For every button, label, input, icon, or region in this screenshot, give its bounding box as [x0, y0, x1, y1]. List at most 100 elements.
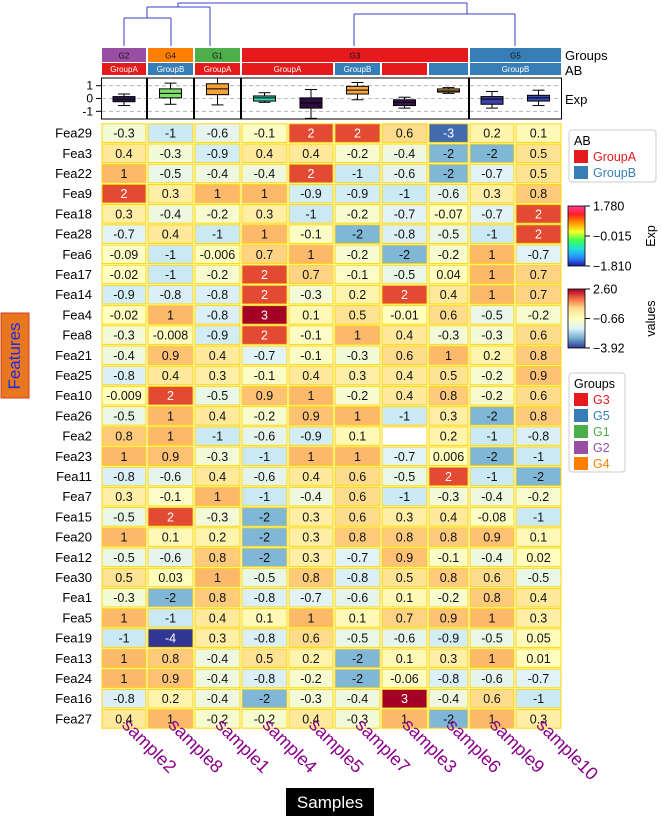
heatmap-cell: [381, 204, 428, 224]
heatmap-cell: [101, 284, 147, 305]
heatmap-cell: [428, 426, 469, 446]
heatmap-cell-value: 0.8: [115, 430, 132, 444]
exp-axis-tick-label: -1: [82, 104, 93, 118]
heatmap-cell-value: 2: [167, 389, 174, 403]
heatmap-cell: [334, 345, 381, 366]
heatmap-cell-value: 0.4: [302, 470, 319, 484]
heatmap-cell-value: -0.6: [254, 470, 276, 484]
heatmap-cell-value: -0.01: [390, 308, 419, 322]
legend-groups-entry: G5: [593, 409, 610, 423]
heatmap-cell-value: 0.4: [162, 369, 179, 383]
heatmap-cell-value: 1: [214, 490, 221, 504]
groups-track-label: Groups: [565, 48, 608, 63]
heatmap-cell: [428, 507, 469, 527]
heatmap-cell-value: 0.9: [302, 409, 319, 423]
heatmap-cell-value: 0.4: [209, 611, 226, 625]
ab-track-text: GroupA: [110, 65, 138, 74]
heatmap-cell: [469, 426, 515, 446]
heatmap-cell-value: -2: [352, 672, 363, 686]
heatmap-cell: [334, 325, 381, 345]
legend-groups-swatch: [574, 425, 588, 438]
row-label: Fea19: [55, 631, 92, 646]
heatmap-cell-value: 0.4: [209, 409, 226, 423]
heatmap-cell-value: 1: [121, 672, 128, 686]
heatmap-cell-value: 1: [308, 389, 315, 403]
heatmap-cell-value: -0.008: [153, 329, 188, 343]
heatmap-cell: [101, 305, 147, 325]
heatmap-cell-value: -0.2: [438, 248, 460, 262]
heatmap-cell-value: -0.06: [390, 672, 419, 686]
heatmap-cell-value: -1: [305, 207, 316, 221]
exp-axis-tick-label: 1: [86, 79, 93, 93]
heatmap-cell-value: 1: [489, 248, 496, 262]
heatmap-cell: [288, 648, 334, 669]
heatmap-cell: [334, 688, 381, 709]
heatmap-cell: [194, 365, 241, 386]
heatmap-cell: [334, 143, 381, 164]
heatmap-cell: [469, 264, 515, 285]
heatmap-cell: [469, 547, 515, 568]
heatmap-cell: [515, 608, 562, 628]
heatmap-cell-value: -2: [533, 470, 544, 484]
heatmap-cell-value: 0.5: [115, 571, 132, 585]
heatmap-cell-value: -0.4: [394, 147, 416, 161]
heatmap-cell: [241, 284, 288, 305]
heatmap-cell: [194, 123, 241, 143]
heatmap-cell: [334, 163, 381, 184]
row-label: Fea14: [55, 287, 92, 302]
heatmap-cell-value: -1: [486, 470, 497, 484]
heatmap-cell-value: -0.9: [207, 329, 229, 343]
heatmap-cell-value: 1: [261, 228, 268, 242]
heatmap-cell: [381, 628, 428, 648]
heatmap-cell-value: -0.7: [528, 672, 550, 686]
heatmap-cell: [147, 426, 194, 446]
heatmap-cell-value: -2: [352, 228, 363, 242]
heatmap-cell: [288, 709, 334, 729]
heatmap-cell-value: -0.5: [113, 551, 135, 565]
colorbar-title: Exp: [644, 225, 658, 247]
heatmap-cell: [101, 608, 147, 628]
heatmap-cell-value: 0.3: [115, 490, 132, 504]
heatmap-cell: [101, 345, 147, 366]
heatmap-cell-value: 0.1: [162, 531, 179, 545]
heatmap-cell-value: 0.5: [396, 571, 413, 585]
heatmap-cell-value: 0.4: [302, 147, 319, 161]
row-label: Fea11: [56, 469, 92, 484]
legend-groups-title: Groups: [574, 377, 615, 391]
legend-groups-entry: G2: [593, 441, 610, 455]
heatmap-cell-value: 0.4: [440, 510, 457, 524]
heatmap-cell: [288, 587, 334, 608]
heatmap-cell: [194, 688, 241, 709]
heatmap-cell-value: 0.03: [158, 571, 182, 585]
heatmap-cell: [241, 183, 288, 204]
heatmap-body: -0.3 -1 -0.6 -0.1 2 2 0.6 -3 0.2 0.1 0.4 -0.3 -0.9 0.…: [101, 123, 562, 729]
heatmap-cell: [334, 264, 381, 285]
heatmap-cell-value: -0.4: [481, 551, 503, 565]
heatmap-cell: [241, 547, 288, 568]
groups-track-block-g1: [195, 48, 240, 62]
heatmap-cell-value: 0.4: [115, 147, 132, 161]
heatmap-cell: [288, 688, 334, 709]
heatmap-cell: [469, 224, 515, 244]
heatmap-cell-value: 0.8: [440, 571, 457, 585]
heatmap-cell-value: 2: [308, 167, 315, 181]
heatmap-cell: [381, 587, 428, 608]
heatmap-cell-value: 0.6: [396, 127, 413, 141]
heatmap-cell: [288, 567, 334, 588]
heatmap-cell: [241, 345, 288, 366]
heatmap-cell: [334, 466, 381, 487]
heatmap-cell: [288, 426, 334, 446]
heatmap-cell-value: 0.5: [256, 652, 273, 666]
heatmap-cell: [515, 305, 562, 325]
heatmap-cell-value: 0.7: [530, 288, 547, 302]
heatmap-cell: [288, 183, 334, 204]
heatmap-cell-value: 0.3: [209, 369, 226, 383]
heatmap-cell-value: 0.4: [209, 470, 226, 484]
heatmap-cell-value: -1: [399, 490, 410, 504]
heatmap-cell: [469, 305, 515, 325]
legend-exp-colorbar: 1.780 −0.015 −1.810 Exp: [567, 200, 658, 274]
heatmap-cell-value: 1: [121, 167, 128, 181]
heatmap-cell-value: 0.6: [302, 632, 319, 646]
heatmap-cell-value: 0.1: [256, 611, 273, 625]
row-label: Fea30: [55, 570, 92, 585]
